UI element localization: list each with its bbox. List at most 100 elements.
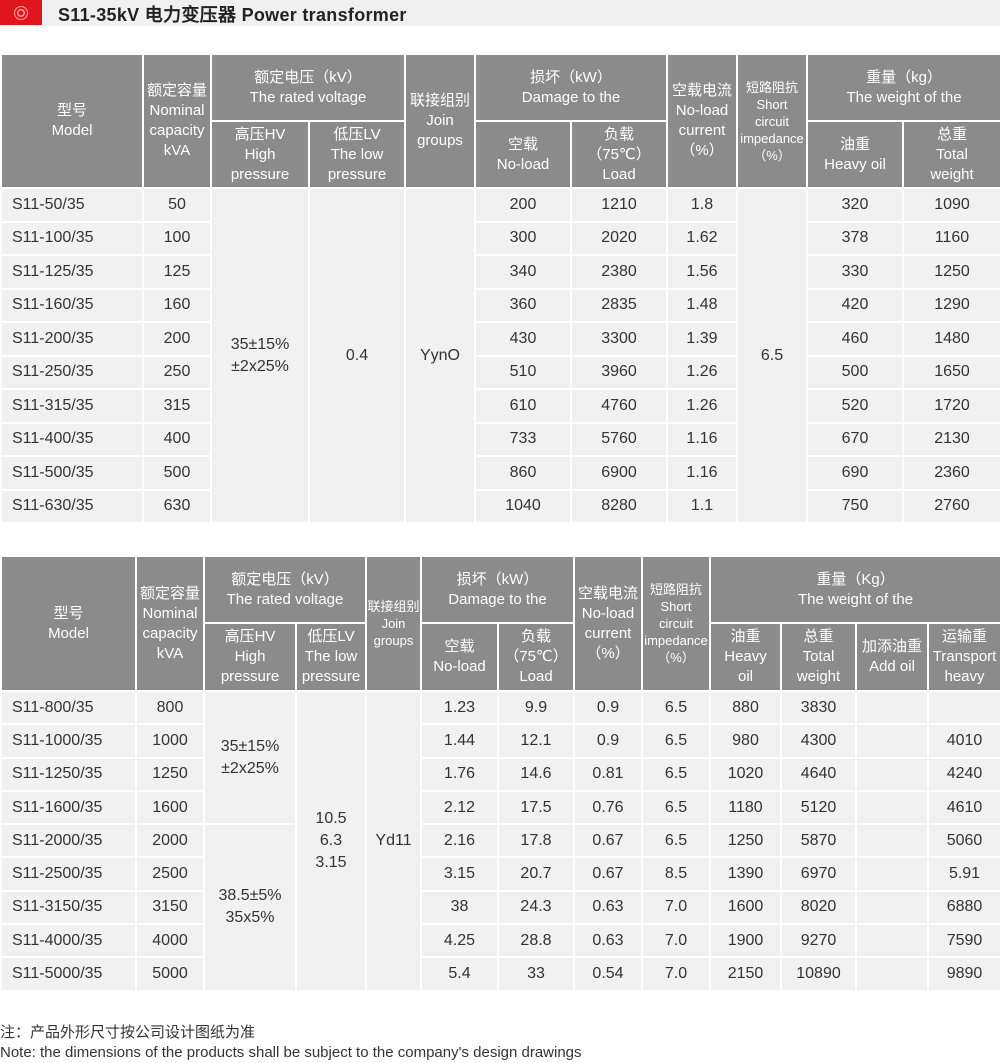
cell-noload-current: 1.1 xyxy=(666,488,738,524)
cell-total-weight: 6970 xyxy=(780,856,857,892)
cell-noload-loss: 1.23 xyxy=(420,689,499,726)
cell-lv: 10.5 6.3 3.15 xyxy=(295,690,367,992)
table-row: S11-50/35 50 35±15% ±2x25% 0.4 YynO 200 1210 1.… xyxy=(0,187,1000,524)
cell-add-oil xyxy=(855,856,929,892)
cell-model: S11-5000/35 xyxy=(0,956,137,992)
header-damage: 损坏（kW） Damage to the xyxy=(474,53,668,122)
cell-model: S11-500/35 xyxy=(0,455,144,491)
cell-noload-loss: 3.15 xyxy=(420,856,499,892)
cell-noload-current: 0.67 xyxy=(573,823,643,859)
cell-load-loss: 3960 xyxy=(570,354,668,390)
cell-oil-weight: 1250 xyxy=(709,823,782,859)
cell-oil-weight: 1900 xyxy=(709,923,782,959)
cell-noload-loss: 38 xyxy=(420,889,499,926)
cell-add-oil xyxy=(855,923,929,959)
cell-noload-loss: 430 xyxy=(474,321,572,357)
cell-capacity: 630 xyxy=(142,488,212,524)
table-row: S11-3150/35 3150 38 24.3 0.63 7.0 1600 8020 6880 xyxy=(0,889,1000,926)
cell-noload-loss: 200 xyxy=(474,187,572,223)
cell-transport-weight: 4010 xyxy=(926,723,1000,759)
cell-total-weight: 2130 xyxy=(901,421,1000,457)
header-oil: 油重 Heavy oil xyxy=(806,120,904,189)
cell-model: S11-315/35 xyxy=(0,388,144,424)
cell-add-oil xyxy=(855,956,929,992)
cell-oil-weight: 880 xyxy=(709,689,782,726)
cell-load-loss: 4760 xyxy=(570,388,668,424)
table-row: S11-2500/35 2500 3.15 20.7 0.67 8.5 1390 6970 5.… xyxy=(0,856,1000,892)
cell-load-loss: 5760 xyxy=(570,421,668,457)
table-row: S11-125/35 125 340 2380 1.56 330 1250 xyxy=(0,254,1000,290)
cell-oil-weight: 690 xyxy=(806,455,904,491)
note-en: Note: the dimensions of the products sha… xyxy=(0,1044,582,1061)
cell-lv: 0.4 xyxy=(308,187,406,524)
cell-noload-current: 0.81 xyxy=(573,756,643,792)
cell-impedance: 7.0 xyxy=(641,956,711,992)
cell-total-weight: 1480 xyxy=(901,321,1000,357)
cell-model: S11-1250/35 xyxy=(0,756,137,792)
cell-oil-weight: 420 xyxy=(806,287,904,323)
cell-capacity: 160 xyxy=(142,287,212,323)
cell-noload-loss: 860 xyxy=(474,455,572,491)
header-voltage: 额定电压（kV） The rated voltage xyxy=(203,555,367,624)
cell-noload-loss: 1.44 xyxy=(420,723,499,759)
cell-noload-current: 1.16 xyxy=(666,455,738,491)
header-capacity: 额定容量 Nominal capacity kVA xyxy=(135,555,205,692)
cell-model: S11-630/35 xyxy=(0,488,144,524)
cell-oil-weight: 320 xyxy=(806,187,904,223)
header-lv: 低压LV The low pressure xyxy=(295,622,367,692)
cell-noload-current: 1.8 xyxy=(666,187,738,223)
cell-load-loss: 17.5 xyxy=(497,789,575,826)
header-hv: 高压HV High pressure xyxy=(210,120,310,189)
header-hv: 高压HV High pressure xyxy=(203,622,297,692)
table-row: S11-160/35 160 360 2835 1.48 420 1290 xyxy=(0,287,1000,323)
cell-hv: 35±15% ±2x25% xyxy=(203,689,297,826)
cell-noload-loss: 360 xyxy=(474,287,572,323)
header-join: 联接组别 Join groups xyxy=(365,555,422,692)
cell-load-loss: 2020 xyxy=(570,220,668,256)
cell-noload-current: 0.9 xyxy=(573,723,643,759)
cell-transport-weight xyxy=(926,689,1000,726)
cell-total-weight: 1290 xyxy=(901,287,1000,323)
cell-capacity: 250 xyxy=(142,354,212,390)
cell-total-weight: 2760 xyxy=(901,488,1000,524)
cell-noload-current: 1.26 xyxy=(666,354,738,390)
table-row: S11-250/35 250 510 3960 1.26 500 1650 xyxy=(0,354,1000,390)
cell-model: S11-250/35 xyxy=(0,354,144,390)
cell-capacity: 1000 xyxy=(135,723,205,759)
cell-model: S11-2500/35 xyxy=(0,856,137,892)
cell-impedance: 6.5 xyxy=(641,723,711,759)
cell-model: S11-800/35 xyxy=(0,689,137,726)
spec-table-large: 型号 Model 额定容量 Nominal capacity kVA 额定电压（… xyxy=(0,555,1000,992)
cell-capacity: 2000 xyxy=(135,823,205,859)
cell-model: S11-400/35 xyxy=(0,421,144,457)
cell-oil-weight: 1180 xyxy=(709,789,782,826)
cell-noload-loss: 5.4 xyxy=(420,956,499,992)
cell-transport-weight: 9890 xyxy=(926,956,1000,992)
cell-load-loss: 28.8 xyxy=(497,923,575,959)
cell-total-weight: 1720 xyxy=(901,388,1000,424)
header-load: 负载 （75℃） Load xyxy=(497,622,575,692)
cell-total-weight: 4300 xyxy=(780,723,857,759)
header-load: 负载 （75℃） Load xyxy=(570,120,668,189)
header-addoil: 加添油重 Add oil xyxy=(855,622,929,692)
cell-impedance: 7.0 xyxy=(641,923,711,959)
cell-add-oil xyxy=(855,789,929,826)
cell-load-loss: 17.8 xyxy=(497,823,575,859)
header-transport: 运输重 Transport heavy xyxy=(926,622,1000,692)
cell-add-oil xyxy=(855,889,929,926)
cell-transport-weight: 6880 xyxy=(926,889,1000,926)
cell-add-oil xyxy=(855,756,929,792)
header-oil: 油重 Heavy oil xyxy=(709,622,782,692)
table-row: S11-400/35 400 733 5760 1.16 670 2130 xyxy=(0,421,1000,457)
table-row: S11-2000/35 2000 38.5±5% 35x5% 2.16 17.8 0.67… xyxy=(0,823,1000,992)
cell-model: S11-3150/35 xyxy=(0,889,137,926)
cell-load-loss: 20.7 xyxy=(497,856,575,892)
cell-load-loss: 1210 xyxy=(570,187,668,223)
cell-model: S11-4000/35 xyxy=(0,923,137,959)
cell-load-loss: 9.9 xyxy=(497,689,575,726)
title-bar: S11-35kV 电力变压器 Power transformer xyxy=(0,0,1000,26)
cell-join: YynO xyxy=(404,187,476,524)
cell-total-weight: 1090 xyxy=(901,187,1000,223)
header-model: 型号 Model xyxy=(0,555,137,692)
cell-join: Yd11 xyxy=(365,690,422,992)
